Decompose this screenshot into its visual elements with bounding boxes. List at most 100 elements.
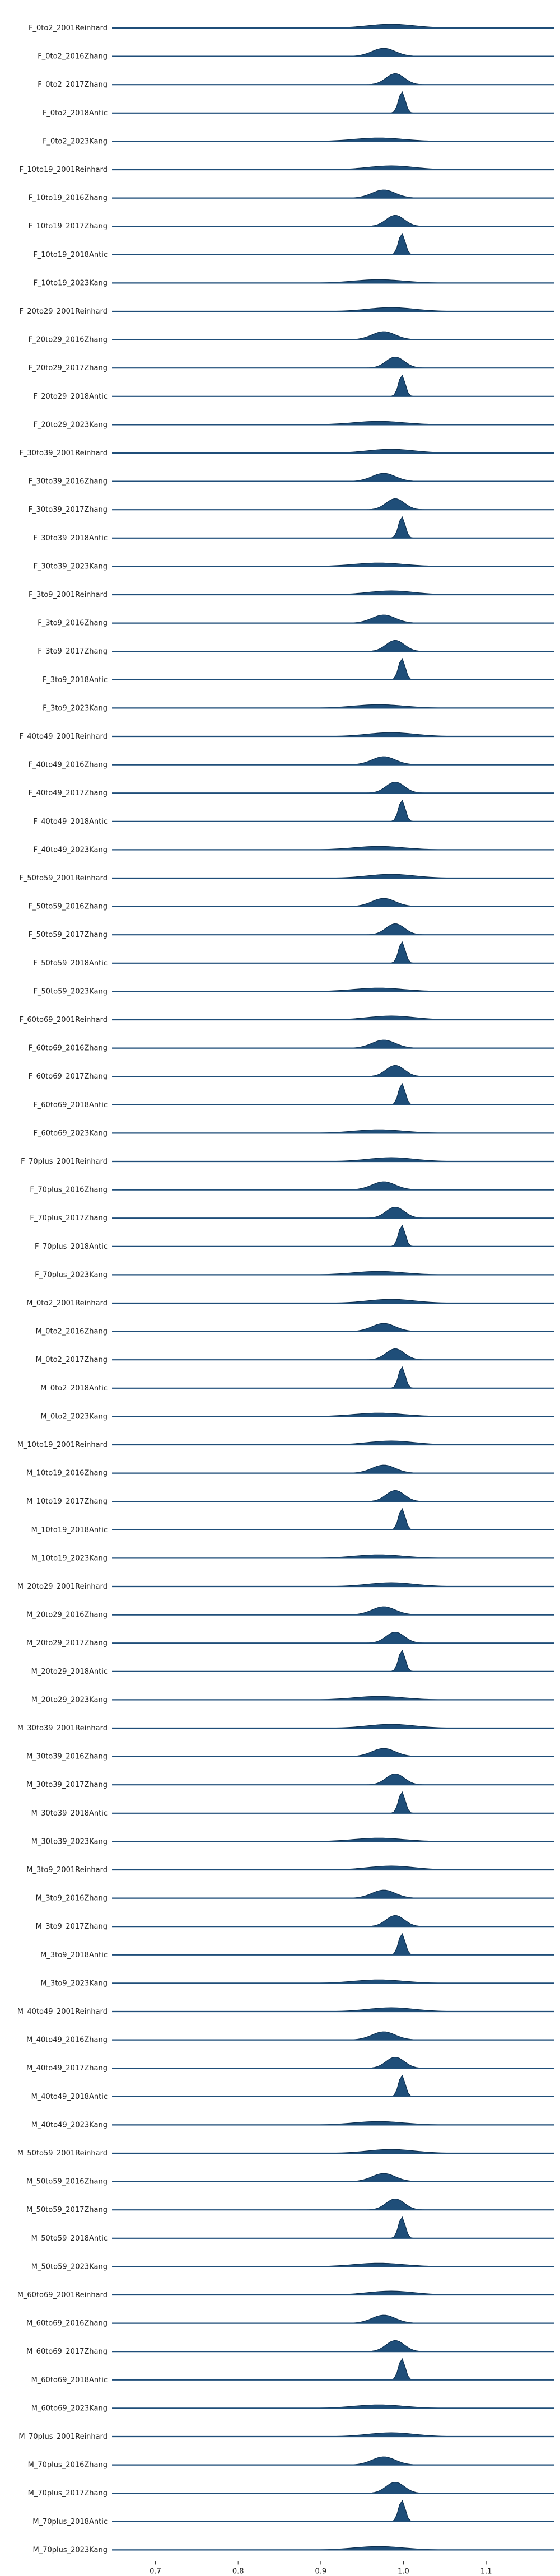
x-tick-label: 0.9 — [315, 2567, 327, 2575]
row-label: F_0to2_2016Zhang — [38, 53, 108, 61]
density-curve — [112, 232, 554, 255]
row-label: M_3to9_2017Zhang — [36, 1922, 108, 1931]
ridge-row: F_10to19_2001Reinhard — [19, 165, 554, 174]
ridge-row: F_3to9_2001Reinhard — [29, 590, 554, 599]
density-curve — [112, 1774, 554, 1785]
density-curve — [112, 498, 554, 510]
row-label: F_50to59_2023Kang — [34, 987, 108, 996]
ridge-row: M_0to2_2001Reinhard — [26, 1299, 554, 1308]
row-label: M_10to19_2001Reinhard — [17, 1441, 108, 1449]
ridge-row: F_30to39_2016Zhang — [29, 473, 554, 486]
ridge-row: F_70plus_2016Zhang — [30, 1181, 554, 1194]
density-curve — [112, 2031, 554, 2041]
row-label: F_20to29_2001Reinhard — [19, 307, 108, 316]
row-label: F_20to29_2017Zhang — [29, 364, 108, 372]
ridge-row: F_0to2_2023Kang — [43, 137, 554, 146]
row-label: F_60to69_2016Zhang — [29, 1044, 108, 1053]
ridge-row: F_40to49_2016Zhang — [29, 756, 554, 769]
row-label: M_50to59_2023Kang — [31, 2262, 108, 2271]
row-label: F_70plus_2018Antic — [35, 1243, 108, 1251]
density-curve — [112, 374, 554, 397]
density-curve — [112, 2482, 554, 2494]
ridge-row: F_40to49_2018Antic — [33, 799, 554, 826]
density-curve — [112, 331, 554, 340]
row-label: M_60to69_2001Reinhard — [17, 2291, 108, 2299]
ridge-row: M_70plus_2016Zhang — [28, 2456, 554, 2470]
ridge-row: M_0to2_2018Antic — [40, 1366, 554, 1393]
density-curve — [112, 1632, 554, 1644]
row-label: F_3to9_2016Zhang — [38, 619, 108, 628]
row-label: M_70plus_2017Zhang — [28, 2489, 108, 2498]
ridge-row: M_30to39_2001Reinhard — [17, 1724, 554, 1733]
row-label: F_0to2_2018Antic — [43, 109, 108, 118]
density-curve — [112, 799, 554, 822]
row-label: M_40to49_2017Zhang — [26, 2064, 108, 2073]
density-curve — [112, 1207, 554, 1219]
ridge-row: M_0to2_2017Zhang — [36, 1348, 554, 1364]
row-label: F_3to9_2001Reinhard — [29, 591, 108, 599]
ridge-row: F_70plus_2017Zhang — [30, 1207, 554, 1222]
ridge-row: M_60to69_2023Kang — [31, 2404, 554, 2412]
density-curve — [112, 516, 554, 539]
ridge-row: M_70plus_2001Reinhard — [18, 2432, 554, 2441]
density-curve — [112, 2074, 554, 2097]
ridge-row: F_30to39_2023Kang — [34, 562, 554, 571]
row-label: M_50to59_2017Zhang — [26, 2206, 108, 2214]
ridge-row: M_30to39_2023Kang — [31, 1837, 554, 1846]
density-curve — [112, 1366, 554, 1389]
density-curve — [112, 1039, 554, 1049]
ridgeline-rows: F_0to2_2001Reinhard F_0to2_2016Zhang F_0to… — [17, 24, 554, 2554]
row-label: M_70plus_2023Kang — [33, 2546, 108, 2554]
ridge-row: F_50to59_2023Kang — [34, 987, 554, 996]
ridge-row: M_20to29_2018Antic — [31, 1649, 554, 1676]
row-label: F_3to9_2017Zhang — [38, 647, 108, 656]
row-label: F_40to49_2017Zhang — [29, 789, 108, 797]
row-label: F_60to69_2018Antic — [33, 1101, 108, 1109]
row-label: F_70plus_2001Reinhard — [21, 1158, 108, 1166]
ridge-row: M_70plus_2018Antic — [32, 2499, 554, 2526]
ridge-row: F_40to49_2023Kang — [34, 846, 554, 854]
density-curve — [112, 640, 554, 652]
row-label: M_0to2_2017Zhang — [36, 1356, 108, 1364]
density-curve — [112, 2499, 554, 2522]
x-tick-label: 1.1 — [480, 2567, 492, 2575]
row-label: F_60to69_2001Reinhard — [19, 1016, 108, 1024]
row-label: F_60to69_2017Zhang — [29, 1072, 108, 1081]
row-label: M_0to2_2001Reinhard — [26, 1299, 108, 1308]
row-label: F_40to49_2023Kang — [34, 846, 108, 854]
density-curve — [112, 48, 554, 57]
row-label: F_30to39_2016Zhang — [29, 478, 108, 486]
density-curve — [112, 1181, 554, 1191]
ridge-row: M_60to69_2001Reinhard — [17, 2290, 554, 2299]
density-curve — [112, 657, 554, 680]
ridge-row: M_30to39_2016Zhang — [26, 1748, 554, 1761]
density-curve — [112, 923, 554, 935]
row-label: M_70plus_2018Antic — [32, 2518, 108, 2526]
ridge-row: M_30to39_2017Zhang — [26, 1774, 554, 1789]
row-label: F_40to49_2016Zhang — [29, 761, 108, 769]
row-label: F_50to59_2017Zhang — [29, 931, 108, 939]
x-tick-label: 0.7 — [150, 2567, 161, 2575]
row-label: M_50to59_2001Reinhard — [17, 2149, 108, 2158]
row-label: M_3to9_2016Zhang — [36, 1894, 108, 1903]
ridge-row: F_3to9_2016Zhang — [38, 614, 554, 628]
ridge-row: M_20to29_2023Kang — [31, 1696, 554, 1704]
x-tick-label: 0.8 — [232, 2567, 244, 2575]
ridge-row: F_20to29_2023Kang — [34, 421, 554, 429]
row-label: M_30to39_2016Zhang — [26, 1753, 108, 1761]
density-curve — [112, 2057, 554, 2069]
ridge-row: F_10to19_2023Kang — [34, 279, 554, 287]
row-label: M_70plus_2001Reinhard — [18, 2433, 108, 2441]
ridge-row: F_20to29_2017Zhang — [29, 357, 554, 372]
density-curve — [112, 91, 554, 114]
row-label: M_10to19_2023Kang — [31, 1554, 108, 1562]
ridge-row: F_0to2_2018Antic — [43, 91, 554, 118]
ridge-row: M_50to59_2017Zhang — [26, 2199, 554, 2214]
ridge-row: M_40to49_2016Zhang — [26, 2031, 554, 2045]
row-label: M_30to39_2023Kang — [31, 1837, 108, 1846]
density-curve — [112, 1933, 554, 1956]
row-label: M_3to9_2023Kang — [40, 1979, 108, 1987]
ridge-row: M_20to29_2016Zhang — [26, 1606, 554, 1620]
ridge-row: M_50to59_2001Reinhard — [17, 2149, 554, 2158]
row-label: F_50to59_2016Zhang — [29, 903, 108, 911]
